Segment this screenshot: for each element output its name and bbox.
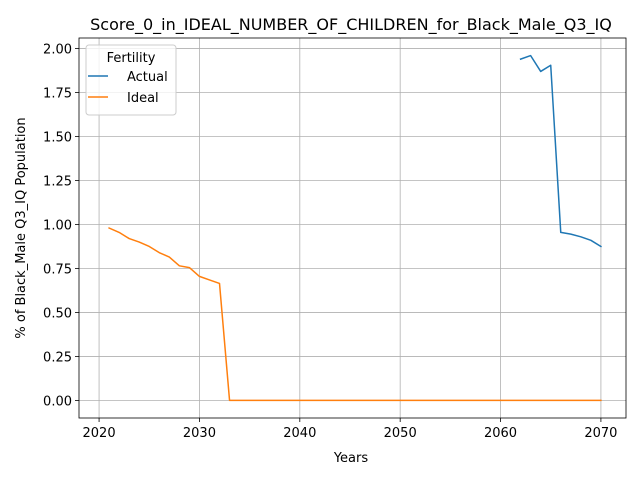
x-tick-label: 2050 [384, 426, 417, 441]
series-layer [108, 54, 602, 402]
x-tick-label: 2060 [484, 426, 517, 441]
y-tick-label: 1.25 [43, 175, 72, 190]
legend-title: Fertility [107, 51, 156, 66]
x-axis-label: Years [333, 451, 369, 466]
y-tick-label: 1.50 [43, 131, 72, 146]
legend: Fertility Actual Ideal [85, 44, 177, 116]
y-tick-label: 1.00 [43, 218, 72, 233]
y-axis-label: % of Black_Male Q3_IQ Population [14, 117, 29, 338]
axes: 2020 2030 2040 2050 2060 2070 0.00 0.25 0.50 0.75… [43, 43, 617, 441]
x-tick-label: 2020 [83, 426, 116, 441]
y-tick-label: 1.75 [43, 87, 72, 102]
x-tick-label: 2070 [584, 426, 617, 441]
legend-label-ideal: Ideal [127, 91, 159, 106]
y-tick-label: 0.50 [43, 306, 72, 321]
chart-title: Score_0_in_IDEAL_NUMBER_OF_CHILDREN_for_… [90, 15, 612, 35]
x-tick-label: 2030 [183, 426, 216, 441]
legend-box [85, 44, 177, 116]
series-line-ideal [108, 227, 602, 402]
x-tick-label: 2040 [283, 426, 316, 441]
y-tick-label: 0.75 [43, 262, 72, 277]
plot-frame [78, 37, 627, 419]
legend-label-actual: Actual [127, 70, 168, 85]
series-line-actual [519, 54, 602, 248]
y-tick-label: 0.25 [43, 350, 72, 365]
grid [79, 38, 626, 418]
y-tick-label: 0.00 [43, 394, 72, 409]
y-tick-label: 2.00 [43, 43, 72, 58]
